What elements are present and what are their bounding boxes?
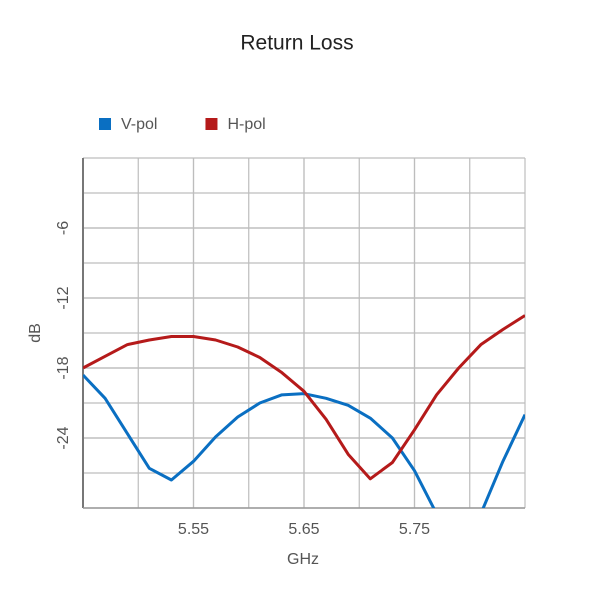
x-tick-label: 5.55 [178,521,209,538]
y-tick-label: -12 [55,286,72,309]
legend-label: H-pol [227,116,265,133]
x-axis-label: GHz [287,551,319,568]
y-tick-label: -18 [55,356,72,379]
legend-swatch [99,118,111,130]
legend-label: V-pol [121,116,157,133]
y-tick-label: -6 [55,221,72,235]
x-tick-label: 5.65 [288,521,319,538]
plot-area [83,314,525,508]
chart-title: Return Loss [240,32,353,55]
y-axis-label: dB [27,323,44,343]
legend-swatch [205,118,218,130]
line-series [83,314,525,481]
y-tick-label: -24 [55,426,72,449]
x-tick-label: 5.75 [399,521,430,538]
